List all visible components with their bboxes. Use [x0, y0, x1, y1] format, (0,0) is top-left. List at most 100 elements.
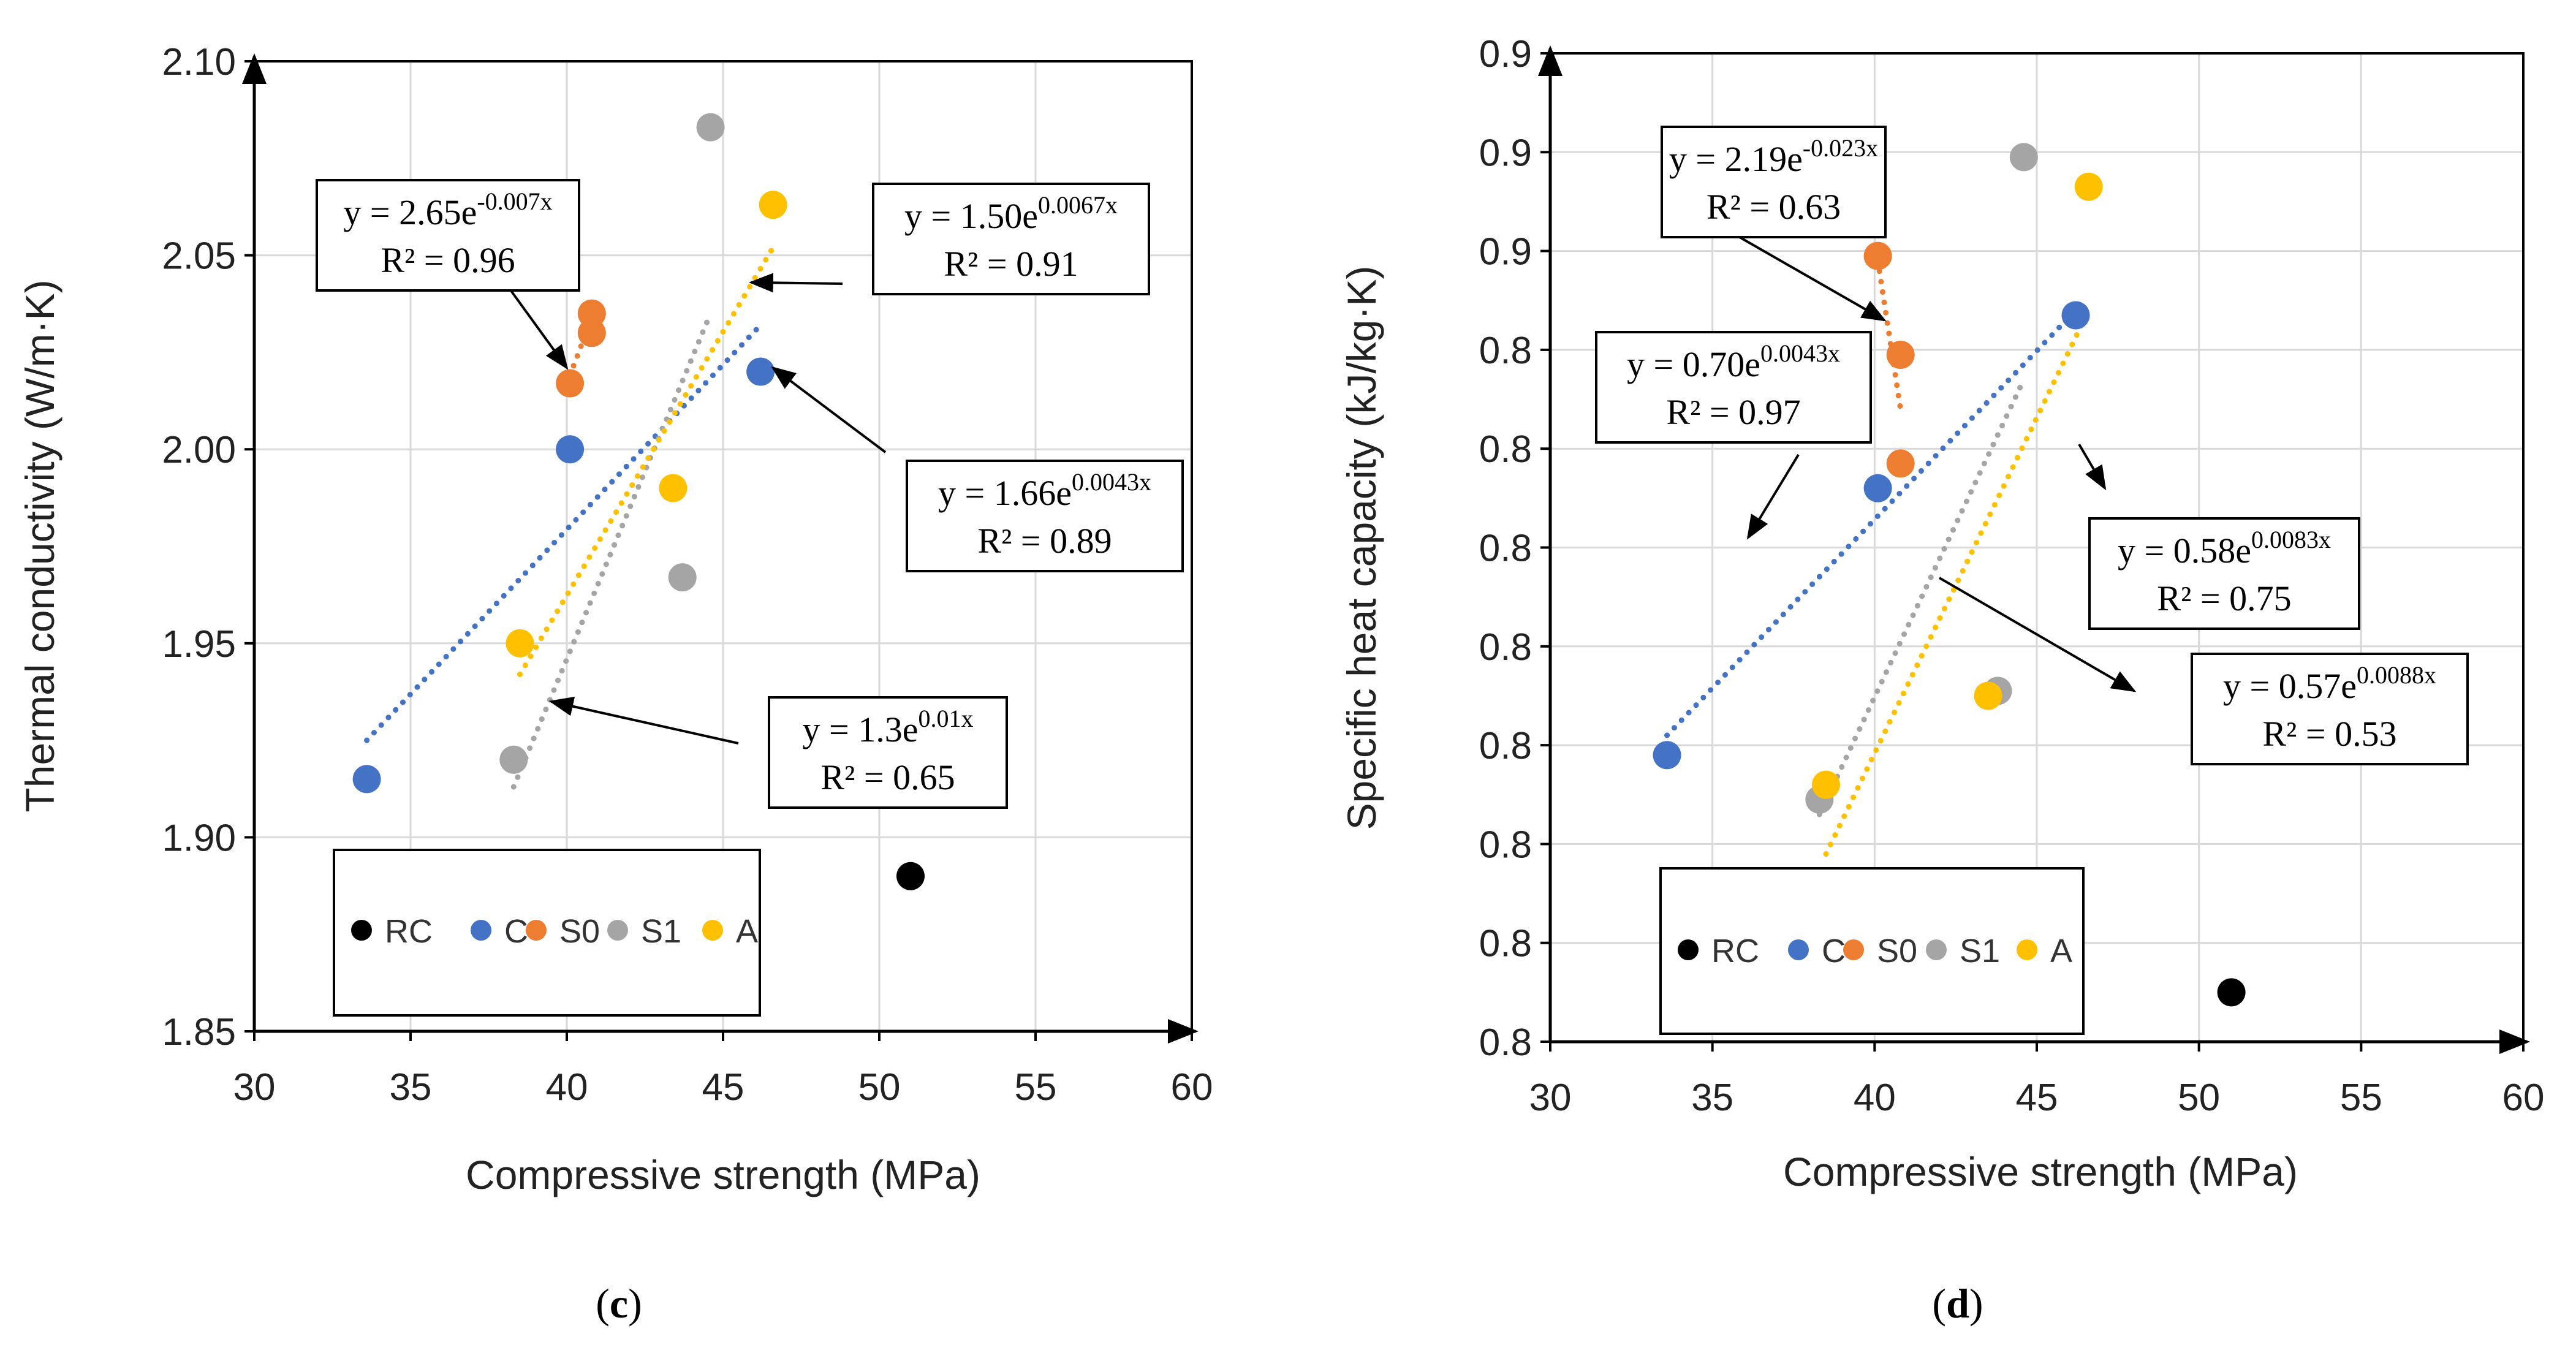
x-tick-label: 55 — [2340, 1077, 2382, 1119]
y-axis-label: Thermal conductivity (W/m·K) — [17, 279, 63, 812]
x-tick-label: 40 — [1854, 1077, 1896, 1119]
equation-base: y = 1.50e — [904, 196, 1038, 236]
x-tick-label: 40 — [546, 1066, 588, 1109]
legend-label-s1: S1 — [1960, 933, 2000, 969]
data-point-s0 — [1863, 241, 1892, 270]
equation-box — [906, 460, 1184, 572]
r-squared-label: R² = 0.89 — [977, 521, 1112, 561]
legend-box — [333, 849, 761, 1017]
legend-marker-a — [702, 920, 723, 941]
y-tick-label: 1.85 — [162, 1011, 236, 1053]
legend-marker-rc — [351, 920, 372, 941]
annotation-arrow — [1938, 577, 2137, 692]
equation-exponent: -0.023x — [1803, 134, 1878, 162]
y-axis-label: Specific heat capacity (kJ/kg·K) — [1339, 266, 1384, 830]
trend-equation: y = 2.65e-0.007x — [343, 188, 552, 232]
annotation-arrow — [771, 366, 887, 453]
data-point-s0 — [556, 369, 585, 398]
equation-exponent: 0.0088x — [2357, 661, 2436, 689]
trendline-c — [1664, 307, 2079, 738]
data-point-s1 — [2009, 143, 2038, 172]
data-point-c — [556, 435, 585, 464]
legend-label-s0: S0 — [1877, 933, 1917, 969]
trendline-a — [1823, 307, 2092, 857]
legend-label-a: A — [2050, 933, 2072, 969]
annotation-arrow — [748, 273, 843, 293]
annotation-arrow — [1746, 453, 1800, 540]
data-point-a — [759, 191, 787, 219]
x-tick-label: 35 — [1691, 1077, 1733, 1119]
equation-base: y = 2.65e — [343, 192, 477, 232]
legend-marker-c — [471, 920, 491, 941]
panel-label-open: ( — [596, 1280, 610, 1327]
data-point-s0 — [577, 299, 606, 328]
trend-equation: y = 1.66e0.0043x — [938, 468, 1151, 513]
legend-label-a: A — [736, 913, 758, 950]
panel-label-letter: c — [610, 1280, 628, 1327]
data-point-c — [352, 765, 381, 794]
equation-base: y = 0.57e — [2223, 666, 2357, 706]
legend-marker-c — [1788, 939, 1809, 960]
legend-label-s1: S1 — [641, 913, 681, 950]
x-tick-label: 60 — [1171, 1066, 1213, 1109]
panel-label-close: ) — [628, 1280, 642, 1327]
equation-box — [2191, 653, 2469, 765]
legend-marker-s0 — [526, 920, 547, 941]
annotation-arrow — [2078, 443, 2107, 491]
r-squared-label: R² = 0.63 — [1707, 187, 1841, 227]
x-tick-label: 30 — [1529, 1077, 1572, 1119]
y-tick-label: 0.8 — [1479, 923, 1532, 965]
trendline-c — [364, 322, 763, 743]
trendline-a — [517, 245, 776, 677]
data-point-s0 — [577, 319, 606, 347]
legend-marker-rc — [1678, 939, 1699, 960]
legend-label-rc: RC — [1711, 933, 1759, 969]
equation-exponent: 0.0043x — [1760, 339, 1840, 367]
legend-marker-s1 — [1926, 939, 1947, 960]
equation-box — [1661, 126, 1887, 238]
y-tick-label: 1.95 — [162, 623, 236, 665]
equation-base: y = 2.19e — [1669, 139, 1803, 179]
equation-exponent: 0.0083x — [2251, 526, 2331, 553]
equation-base: y = 0.58e — [2118, 531, 2251, 571]
data-point-s1 — [668, 563, 697, 592]
y-tick-label: 0.8 — [1479, 725, 1532, 767]
data-point-s1 — [499, 745, 528, 774]
y-tick-label: 0.9 — [1479, 33, 1532, 75]
trendline-s1 — [1816, 376, 2027, 817]
panel-label-close: ) — [1969, 1280, 1983, 1327]
legend-label-c: C — [1822, 933, 1846, 969]
legend-marker-s0 — [1843, 939, 1864, 960]
trendline-s0 — [1875, 258, 1904, 412]
chart-panel-d: 30 35 40 45 50 55 60 0.8 0.8 0.8 0.8 0.8 0.8 0.8 0.8 0.… — [1339, 33, 2544, 1327]
legend-marker-s1 — [607, 920, 628, 941]
trend-equation: y = 0.57e0.0088x — [2223, 661, 2436, 706]
data-point-c — [1863, 474, 1892, 502]
trendline-s1 — [510, 311, 714, 790]
panel-label-open: ( — [1932, 1280, 1946, 1327]
legend-marker-a — [2017, 939, 2037, 960]
trend-equation: y = 0.58e0.0083x — [2118, 526, 2331, 571]
data-point-rc — [2217, 978, 2246, 1007]
legend-box — [1659, 867, 2085, 1035]
legend-label-rc: RC — [385, 913, 433, 950]
data-point-c — [2061, 301, 2090, 330]
data-point-s0 — [1886, 449, 1915, 478]
y-tick-label: 2.05 — [162, 235, 236, 278]
legend-label-c: C — [504, 913, 528, 950]
y-tick-label: 0.8 — [1479, 824, 1532, 866]
trend-equation: y = 2.19e-0.023x — [1669, 134, 1878, 179]
panel-label-letter: d — [1946, 1280, 1969, 1327]
r-squared-label: R² = 0.91 — [944, 244, 1078, 284]
r-squared-label: R² = 0.97 — [1666, 392, 1800, 432]
y-tick-label: 0.8 — [1479, 428, 1532, 471]
panel-label: (d) — [1932, 1280, 1983, 1327]
equation-base: y = 0.70e — [1627, 344, 1760, 384]
x-tick-label: 50 — [858, 1066, 901, 1109]
annotation-arrow — [504, 282, 569, 370]
equation-box — [872, 183, 1150, 295]
y-tick-label: 0.8 — [1479, 330, 1532, 372]
r-squared-label: R² = 0.65 — [820, 757, 955, 797]
